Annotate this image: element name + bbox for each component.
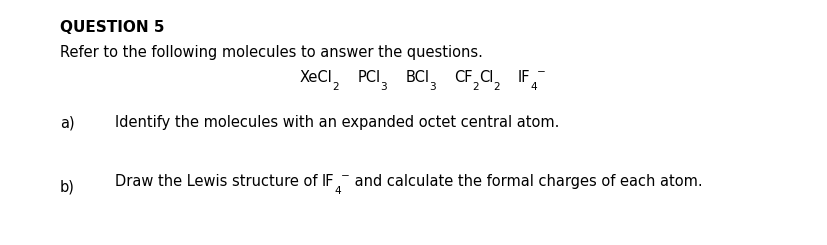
Text: 2: 2 <box>472 82 479 92</box>
Text: 3: 3 <box>380 82 387 92</box>
Text: b): b) <box>60 180 74 195</box>
Text: Refer to the following molecules to answer the questions.: Refer to the following molecules to answ… <box>60 45 482 60</box>
Text: QUESTION 5: QUESTION 5 <box>60 20 165 35</box>
Text: 4: 4 <box>334 186 341 196</box>
Text: BCl: BCl <box>404 70 428 85</box>
Text: 3: 3 <box>428 82 436 92</box>
Text: CF: CF <box>453 70 472 85</box>
Text: Identify the molecules with an expanded octet central atom.: Identify the molecules with an expanded … <box>115 115 559 130</box>
Text: 4: 4 <box>530 82 537 92</box>
Text: XeCl: XeCl <box>299 70 332 85</box>
Text: and calculate the formal charges of each atom.: and calculate the formal charges of each… <box>350 174 702 189</box>
Text: 2: 2 <box>332 82 339 92</box>
Text: IF: IF <box>322 174 334 189</box>
Text: −: − <box>537 67 545 77</box>
Text: Draw the Lewis structure of: Draw the Lewis structure of <box>115 174 322 189</box>
Text: a): a) <box>60 115 74 130</box>
Text: Cl: Cl <box>479 70 493 85</box>
Text: 2: 2 <box>493 82 500 92</box>
Text: PCl: PCl <box>357 70 380 85</box>
Text: −: − <box>341 171 350 181</box>
Text: IF: IF <box>518 70 530 85</box>
